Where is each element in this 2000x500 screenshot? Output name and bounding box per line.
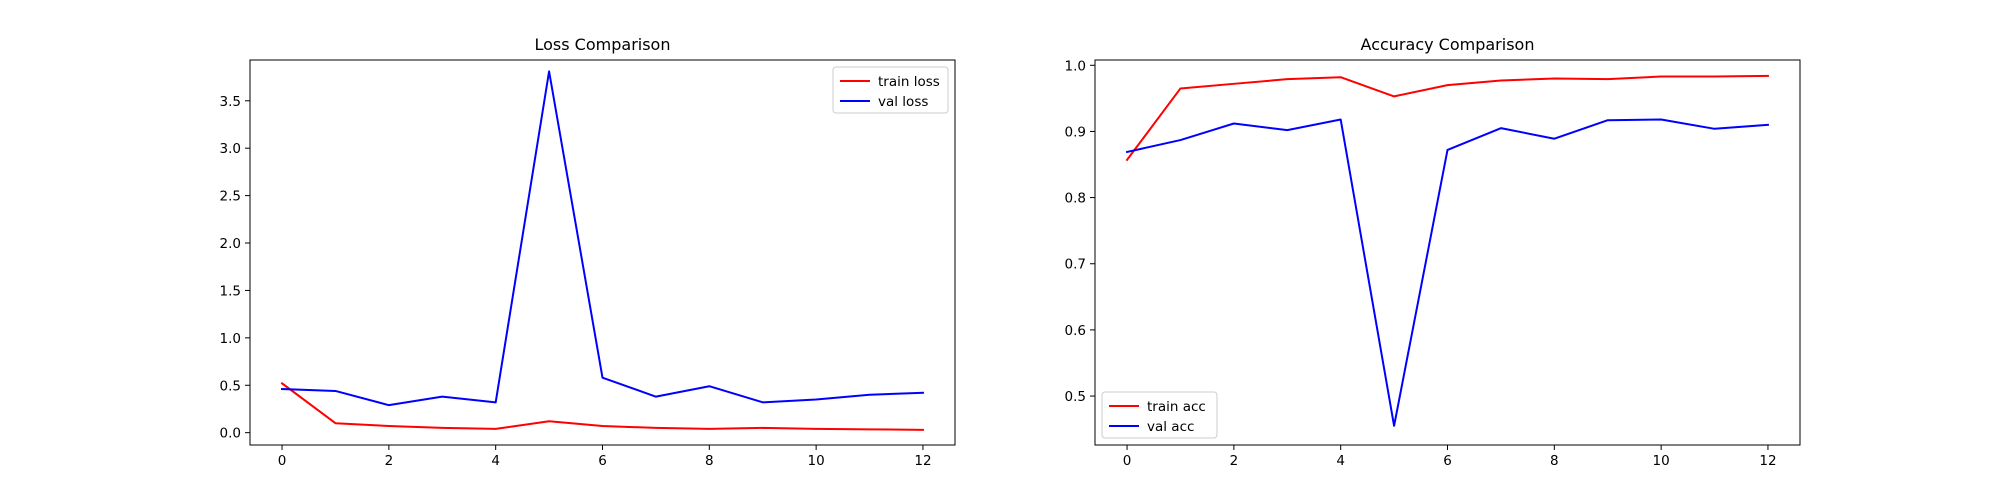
y-tick-label: 0.5	[220, 378, 241, 394]
x-tick-label: 2	[1230, 453, 1239, 469]
legend-label-train-loss: train loss	[878, 74, 940, 90]
x-tick-label: 12	[914, 453, 931, 469]
x-tick-label: 10	[1653, 453, 1670, 469]
y-tick-label: 2.5	[220, 189, 241, 205]
x-tick-label: 4	[1336, 453, 1345, 469]
x-tick-label: 8	[705, 453, 714, 469]
y-tick-label: 3.5	[220, 94, 241, 110]
series-line-train-acc	[1125, 74, 1769, 162]
series-line-train-loss	[280, 381, 924, 431]
x-tick-label: 8	[1550, 453, 1559, 469]
accuracy-comparison-chart: Accuracy Comparison 0 2 4 6 8 10 12 0.5 0.6 0.7 0.…	[1065, 35, 1801, 469]
y-tick-label: 0.7	[1065, 257, 1086, 273]
x-tick-label: 0	[1123, 453, 1132, 469]
y-tick-label: 0.9	[1065, 124, 1086, 140]
chart-title: Accuracy Comparison	[1361, 35, 1535, 54]
loss-comparison-chart: Loss Comparison 0 2 4 6 8 10 12 0.0 0.5 1.0 1.5 2.0…	[220, 35, 956, 469]
y-tick-label: 3.0	[220, 141, 241, 157]
y-tick-label: 1.0	[1065, 58, 1086, 74]
plot-frame	[1094, 59, 1801, 446]
chart-title: Loss Comparison	[535, 35, 671, 54]
y-tick-label: 2.0	[220, 236, 241, 252]
x-tick-label: 12	[1759, 453, 1776, 469]
x-tick-label: 10	[808, 453, 825, 469]
legend-label-train-acc: train acc	[1147, 399, 1206, 415]
y-tick-label: 1.5	[220, 283, 241, 299]
y-tick-label: 0.5	[1065, 389, 1086, 405]
y-tick-label: 0.0	[220, 426, 241, 442]
legend: train loss val loss	[832, 66, 949, 114]
series-line-val-acc	[1125, 118, 1770, 427]
x-tick-label: 6	[1443, 453, 1452, 469]
legend-label-val-loss: val loss	[878, 94, 928, 110]
plot-frame	[249, 59, 956, 446]
x-tick-label: 0	[278, 453, 287, 469]
legend: train acc val acc	[1101, 391, 1218, 439]
series-line-val-loss	[281, 70, 924, 407]
y-tick-label: 0.8	[1065, 191, 1086, 207]
x-tick-label: 4	[491, 453, 500, 469]
legend-label-val-acc: val acc	[1147, 419, 1194, 435]
x-tick-label: 6	[598, 453, 607, 469]
x-tick-label: 2	[385, 453, 394, 469]
y-tick-label: 0.6	[1065, 323, 1086, 339]
y-tick-label: 1.0	[220, 331, 241, 347]
